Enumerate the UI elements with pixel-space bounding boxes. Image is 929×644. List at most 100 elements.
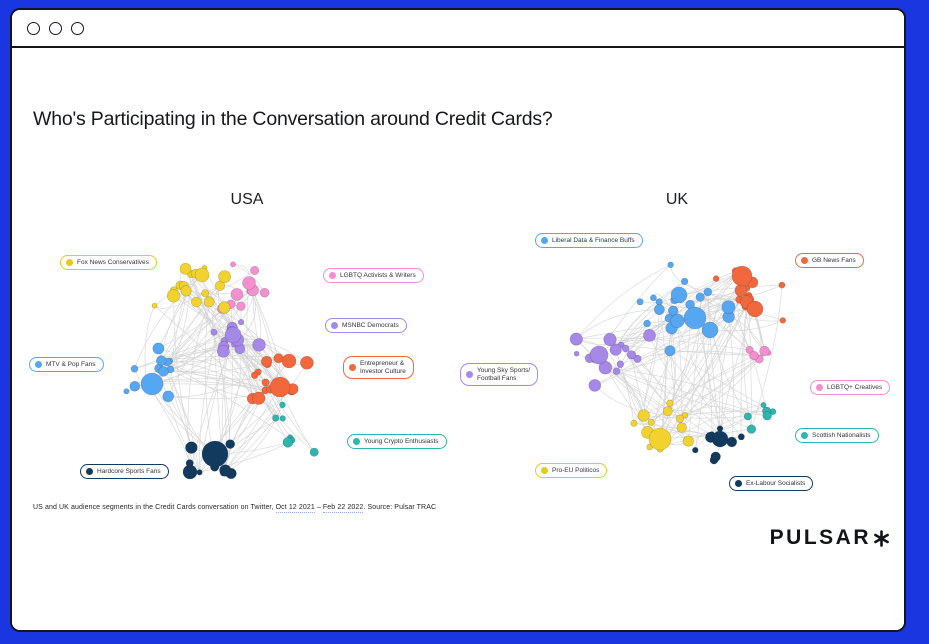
network-node	[260, 355, 273, 368]
chart-caption: US and UK audience segments in the Credi…	[33, 504, 437, 513]
network-node	[252, 338, 266, 352]
asterisk-icon	[874, 529, 889, 547]
network-node	[701, 321, 719, 339]
network-node	[203, 296, 215, 308]
usa-chart-title: USA	[230, 191, 264, 208]
network-node	[569, 332, 583, 346]
usa-network-chart: USA Fox News Conservatives LGBTQ Activist…	[27, 183, 467, 528]
network-node	[734, 284, 748, 297]
close-button[interactable]	[27, 21, 40, 35]
network-node	[746, 424, 757, 434]
caption-source: Source: Pulsar TRAC	[367, 504, 437, 511]
network-node	[745, 345, 754, 355]
network-node	[670, 286, 688, 304]
caption-dash: –	[314, 504, 323, 511]
network-node	[681, 412, 689, 419]
network-node	[242, 276, 256, 290]
network-node	[692, 446, 699, 454]
network-node	[279, 415, 286, 422]
network-node	[123, 388, 130, 395]
browser-window: Who's Participating in the Conversation …	[10, 8, 906, 632]
network-node	[637, 409, 650, 422]
caption-start-date: Oct 12 2021	[275, 504, 315, 513]
network-node	[281, 353, 297, 369]
network-node	[191, 296, 202, 308]
network-node	[201, 289, 210, 298]
network-node	[152, 342, 165, 355]
network-node	[230, 261, 236, 268]
usa-network-svg	[123, 261, 319, 480]
network-node	[676, 422, 687, 433]
network-node	[703, 287, 713, 297]
page-content: Who's Participating in the Conversation …	[12, 48, 904, 630]
uk-network-chart: UK Liberal Data & Finance Buffs GB News F…	[457, 183, 897, 528]
network-node	[269, 376, 291, 398]
uk-chart-title: UK	[665, 191, 689, 208]
network-node	[261, 378, 270, 387]
network-node	[647, 418, 655, 426]
network-node	[612, 367, 621, 375]
network-node	[238, 318, 245, 326]
network-node	[653, 304, 665, 315]
window-titlebar	[12, 10, 904, 48]
pulsar-logo-text: PULSAR	[769, 526, 871, 549]
network-node	[667, 261, 674, 268]
network-node	[225, 439, 235, 449]
network-node	[214, 280, 226, 291]
network-node	[731, 265, 753, 287]
network-node	[259, 287, 270, 298]
network-node	[162, 390, 174, 403]
network-node	[662, 406, 673, 417]
network-node	[695, 292, 705, 302]
network-node	[649, 294, 657, 302]
network-node	[746, 300, 764, 318]
network-node	[621, 344, 630, 353]
caption-text: US and UK audience segments in the Credi…	[33, 504, 276, 511]
network-node	[196, 469, 203, 476]
caption-period: .	[363, 504, 368, 511]
network-node	[230, 288, 244, 301]
network-node	[250, 265, 260, 275]
network-node	[140, 372, 164, 396]
network-node	[300, 356, 314, 370]
network-node	[218, 301, 231, 314]
network-node	[636, 298, 644, 306]
network-node	[675, 414, 685, 424]
network-node	[588, 379, 602, 392]
caption-end-date: Feb 22 2022	[322, 504, 364, 513]
network-node	[712, 275, 720, 282]
network-node	[778, 281, 786, 289]
network-node	[219, 464, 232, 477]
network-node	[670, 313, 685, 328]
network-node	[282, 437, 294, 448]
minimize-button[interactable]	[49, 21, 62, 35]
network-node	[666, 399, 674, 407]
network-node	[251, 371, 259, 379]
network-node	[643, 319, 651, 328]
network-node	[252, 391, 266, 405]
network-node	[236, 301, 246, 311]
network-node	[710, 451, 721, 462]
network-node	[680, 277, 689, 286]
network-node	[759, 345, 770, 357]
network-node	[609, 343, 622, 356]
page-title: Who's Participating in the Conversation …	[33, 108, 553, 130]
network-node	[664, 345, 676, 357]
maximize-button[interactable]	[71, 21, 84, 35]
network-node	[573, 350, 580, 357]
network-node	[156, 355, 167, 366]
network-node	[749, 350, 759, 361]
network-node	[626, 350, 637, 360]
uk-network-svg	[569, 261, 786, 465]
network-node	[182, 464, 198, 480]
network-node	[272, 414, 280, 422]
network-node	[185, 441, 198, 454]
network-node	[762, 411, 772, 421]
network-node	[179, 262, 192, 275]
network-node	[726, 436, 738, 448]
nodes-layer	[569, 261, 786, 465]
network-node	[711, 430, 729, 448]
network-node	[216, 344, 230, 358]
network-node	[721, 300, 736, 314]
